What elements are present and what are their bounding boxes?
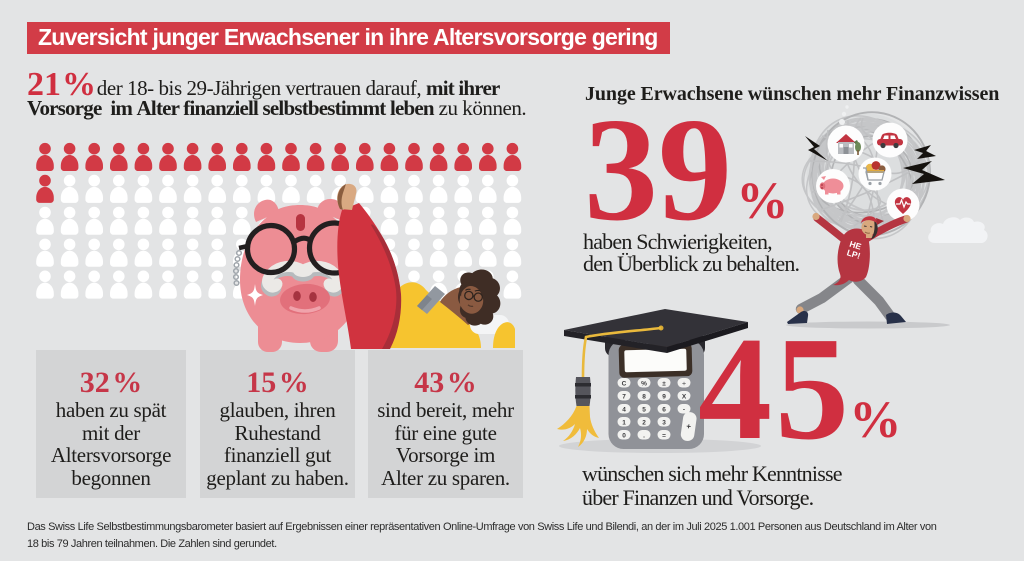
svg-text:1: 1 — [622, 419, 626, 426]
svg-text:3: 3 — [662, 419, 666, 426]
svg-text:÷: ÷ — [682, 380, 686, 387]
svg-text:0: 0 — [622, 432, 626, 439]
svg-text:+: + — [686, 422, 692, 432]
svg-text:=: = — [662, 432, 666, 439]
svg-text:X: X — [682, 393, 687, 400]
svg-text:HE: HE — [848, 239, 863, 252]
svg-text:LP!: LP! — [846, 247, 862, 261]
svg-text:-: - — [683, 406, 685, 413]
svg-text:5: 5 — [642, 406, 646, 413]
svg-text:C: C — [622, 380, 627, 387]
svg-text:9: 9 — [662, 393, 666, 400]
svg-text:±: ± — [662, 380, 666, 387]
svg-text:4: 4 — [622, 406, 626, 413]
svg-text:2: 2 — [642, 419, 646, 426]
svg-text:6: 6 — [662, 406, 666, 413]
svg-text:%: % — [641, 380, 647, 387]
svg-text:7: 7 — [622, 393, 626, 400]
svg-text:.: . — [643, 432, 645, 439]
svg-text:8: 8 — [642, 393, 646, 400]
